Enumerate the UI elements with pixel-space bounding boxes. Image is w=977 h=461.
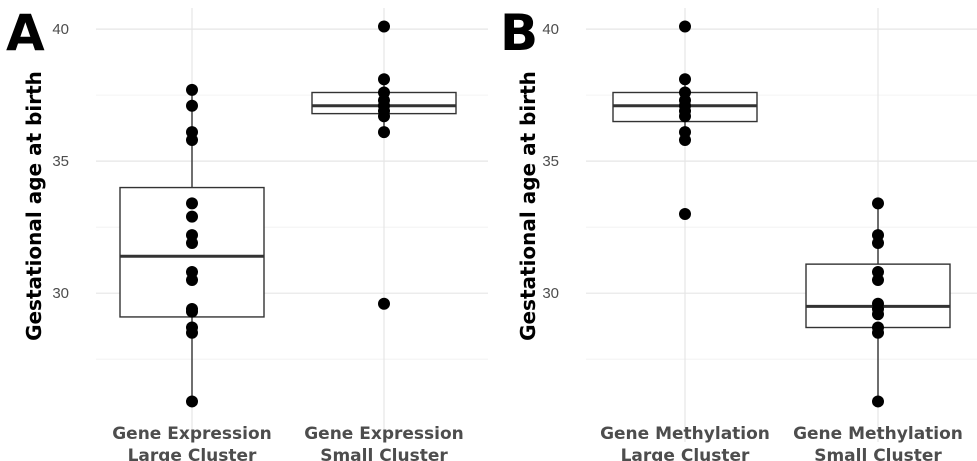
data-point xyxy=(378,73,390,86)
data-point xyxy=(186,210,198,223)
x-tick-label: Small Cluster xyxy=(814,446,942,461)
data-point xyxy=(186,395,198,408)
data-point xyxy=(186,266,198,279)
data-point xyxy=(186,197,198,210)
x-tick-label: Gene Expression xyxy=(112,424,272,444)
data-point xyxy=(186,303,198,316)
data-point xyxy=(186,321,198,334)
data-point xyxy=(378,126,390,139)
data-point xyxy=(679,126,691,139)
data-point xyxy=(679,207,691,220)
y-tick-label: 30 xyxy=(52,285,69,302)
x-tick-label: Gene Methylation xyxy=(793,424,963,444)
data-point xyxy=(378,20,390,33)
data-point xyxy=(378,86,390,99)
data-point xyxy=(872,266,884,279)
y-tick-label: 40 xyxy=(52,21,69,38)
y-tick-label: 35 xyxy=(542,153,559,170)
y-tick-label: 40 xyxy=(542,21,559,38)
y-tick-label: 35 xyxy=(52,153,69,170)
x-tick-label: Small Cluster xyxy=(320,446,448,461)
data-point xyxy=(872,321,884,334)
data-point xyxy=(872,297,884,310)
data-point xyxy=(186,83,198,96)
y-axis-title: Gestational age at birth xyxy=(22,71,46,341)
panel-label: B xyxy=(500,4,538,62)
x-tick-label: Large Cluster xyxy=(621,446,750,461)
x-tick-label: Gene Expression xyxy=(304,424,464,444)
data-point xyxy=(679,86,691,99)
y-axis-title: Gestational age at birth xyxy=(516,71,540,341)
x-tick-label: Gene Methylation xyxy=(600,424,770,444)
y-tick-label: 30 xyxy=(542,285,559,302)
data-point xyxy=(679,20,691,33)
data-point xyxy=(872,395,884,408)
panel-label: A xyxy=(6,4,45,62)
data-point xyxy=(186,229,198,242)
data-point xyxy=(378,297,390,310)
data-point xyxy=(872,197,884,210)
data-point xyxy=(186,99,198,112)
data-point xyxy=(872,229,884,242)
data-point xyxy=(186,126,198,139)
data-point xyxy=(679,73,691,86)
x-tick-label: Large Cluster xyxy=(128,446,257,461)
